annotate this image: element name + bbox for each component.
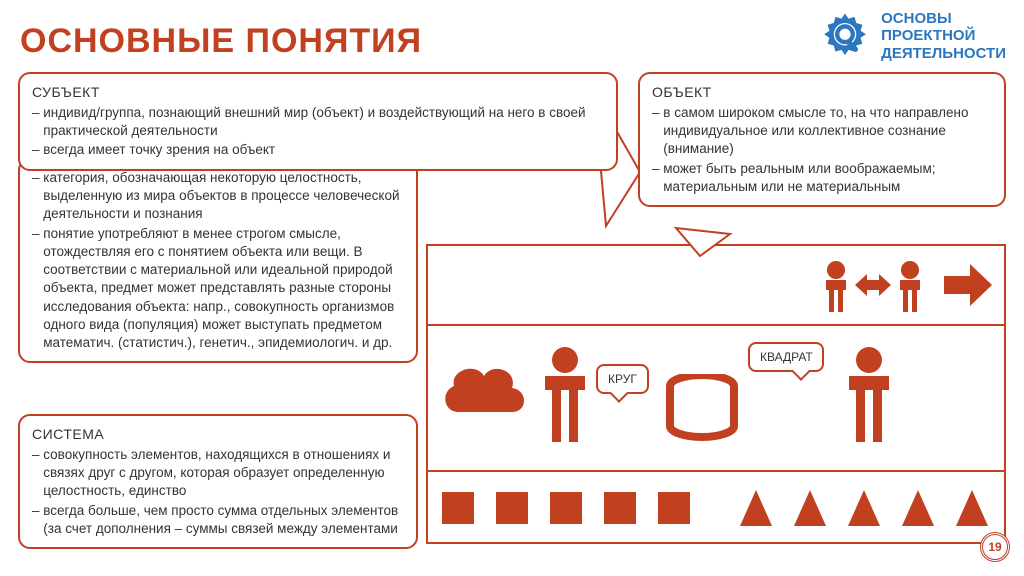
subject-box: СУБЪЕКТ индивид/группа, познающий внешни… <box>18 72 618 171</box>
scene-frame: КРУГ КВАДРАТ <box>426 244 1006 544</box>
predmet-p1: категория, обозначающая некоторую целост… <box>32 169 404 224</box>
right-arrow-icon <box>944 264 992 306</box>
cloud-icon <box>440 364 526 426</box>
object-title: ОБЪЕКТ <box>652 83 992 102</box>
predmet-box: категория, обозначающая некоторую целост… <box>18 158 418 363</box>
subject-p1: индивид/группа, познающий внешний мир (о… <box>32 104 604 140</box>
logo-line1: ОСНОВЫ <box>881 10 1006 27</box>
scene-divider-top <box>428 324 1004 326</box>
scene-divider-bottom <box>428 470 1004 472</box>
gear-magnifier-icon <box>819 10 871 62</box>
system-p1: совокупность элементов, находящихся в от… <box>32 446 404 501</box>
subject-title: СУБЪЕКТ <box>32 83 604 102</box>
person-icon <box>822 260 850 314</box>
page-title: ОСНОВНЫЕ ПОНЯТИЯ <box>20 22 422 61</box>
system-p2: всегда больше, чем просто сумма отдельны… <box>32 502 404 538</box>
system-box: СИСТЕМА совокупность элементов, находящи… <box>18 414 418 549</box>
speech-square: КВАДРАТ <box>748 342 824 372</box>
object-box: ОБЪЕКТ в самом широком смысле то, на что… <box>638 72 1006 207</box>
predmet-p2: понятие употребляют в менее строгом смыс… <box>32 225 404 353</box>
triangles-row-icon <box>740 486 990 530</box>
speech-circle: КРУГ <box>596 364 649 394</box>
cylinder-icon <box>666 374 738 444</box>
person-icon <box>896 260 924 314</box>
person-large-icon <box>846 346 892 446</box>
brand-logo: ОСНОВЫ ПРОЕКТНОЙ ДЕЯТЕЛЬНОСТИ <box>819 10 1006 62</box>
squares-row-icon <box>442 486 692 530</box>
system-title: СИСТЕМА <box>32 425 404 444</box>
logo-line2: ПРОЕКТНОЙ <box>881 27 1006 44</box>
object-p2: может быть реальным или воображаемым; ма… <box>652 160 992 196</box>
person-large-icon <box>542 346 588 446</box>
logo-line3: ДЕЯТЕЛЬНОСТИ <box>881 45 1006 62</box>
double-arrow-icon <box>855 272 891 298</box>
subject-p2: всегда имеет точку зрения на объект <box>32 141 604 159</box>
page-number-badge: 19 <box>980 532 1010 562</box>
object-p1: в самом широком смысле то, на что направ… <box>652 104 992 159</box>
